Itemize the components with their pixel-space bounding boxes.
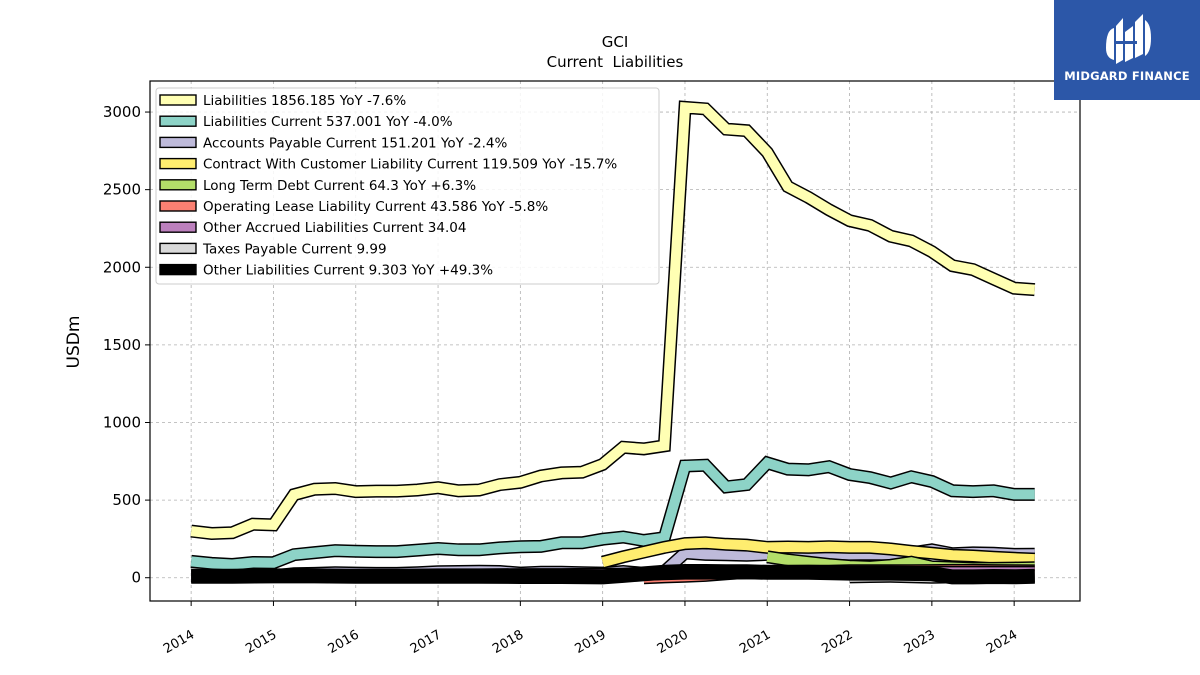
y-axis-label: USDm (64, 316, 84, 369)
chart-subtitle: Current Liabilities (547, 53, 684, 71)
legend-swatch (159, 221, 197, 233)
legend-swatch (159, 94, 197, 106)
series-line-stroke (191, 565, 1035, 583)
legend-swatch (159, 157, 197, 170)
series-line-stroke (601, 537, 1035, 568)
x-tick-label: 2018 (490, 627, 526, 657)
y-tick-label: 500 (112, 491, 141, 509)
legend-swatch (159, 200, 197, 212)
legend-swatch (159, 115, 197, 127)
x-tick-label: 2020 (655, 627, 691, 657)
series-lines (190, 100, 1036, 585)
x-tick-label: 2019 (572, 627, 608, 657)
series-line (191, 564, 1035, 585)
x-tick-label: 2014 (161, 627, 197, 657)
legend-swatch (159, 263, 197, 276)
y-tick-label: 3000 (103, 103, 141, 121)
series-line-stroke (190, 102, 1036, 539)
legend-entry: Operating Lease Liability Current 43.586… (203, 199, 548, 215)
series-line (190, 455, 1035, 572)
legend: Liabilities 1856.185 YoY -7.6% Liabilitie… (155, 87, 660, 285)
legend-swatch (159, 136, 197, 149)
legend-entry: Contract With Customer Liability Current… (203, 157, 617, 173)
legend-entry: Liabilities 1856.185 YoY -7.6% (203, 93, 406, 109)
y-tick-label: 0 (131, 569, 141, 587)
x-tick-label: 2023 (902, 627, 938, 657)
grid (150, 81, 1080, 601)
midgard-logo-icon (1106, 14, 1151, 64)
y-tick-label: 1500 (103, 336, 141, 354)
legend-entry: Liabilities Current 537.001 YoY -4.0% (203, 114, 453, 130)
y-tick-label: 2500 (103, 181, 141, 199)
x-tick-label: 2015 (243, 627, 279, 657)
legend-box (155, 87, 660, 285)
series-line (190, 100, 1036, 541)
legend-entry: Other Liabilities Current 9.303 YoY +49.… (203, 263, 493, 279)
x-tick-label: 2017 (408, 627, 444, 657)
y-tick-label: 2000 (103, 258, 141, 276)
x-tick-label: 2022 (819, 627, 855, 657)
chart-title: GCI (602, 33, 629, 51)
legend-entry: Accounts Payable Current 151.201 YoY -2.… (203, 135, 508, 151)
plot-frame (149, 80, 1081, 602)
series-line (601, 536, 1035, 569)
x-tick-label: 2024 (984, 627, 1020, 657)
brand-logo: MIDGARD FINANCE (1054, 0, 1200, 100)
y-tick-label: 1000 (103, 413, 141, 431)
legend-swatch (159, 242, 197, 255)
legend-swatch (159, 179, 197, 191)
legend-entry: Other Accrued Liabilities Current 34.04 (203, 220, 466, 236)
brand-name: MIDGARD FINANCE (1064, 69, 1190, 83)
x-tick-label: 2016 (326, 627, 362, 657)
series-line-stroke (190, 457, 1035, 570)
legend-entry: Long Term Debt Current 64.3 YoY +6.3% (203, 178, 476, 194)
x-tick-label: 2021 (737, 627, 773, 657)
legend-entry: Taxes Payable Current 9.99 (202, 241, 387, 257)
